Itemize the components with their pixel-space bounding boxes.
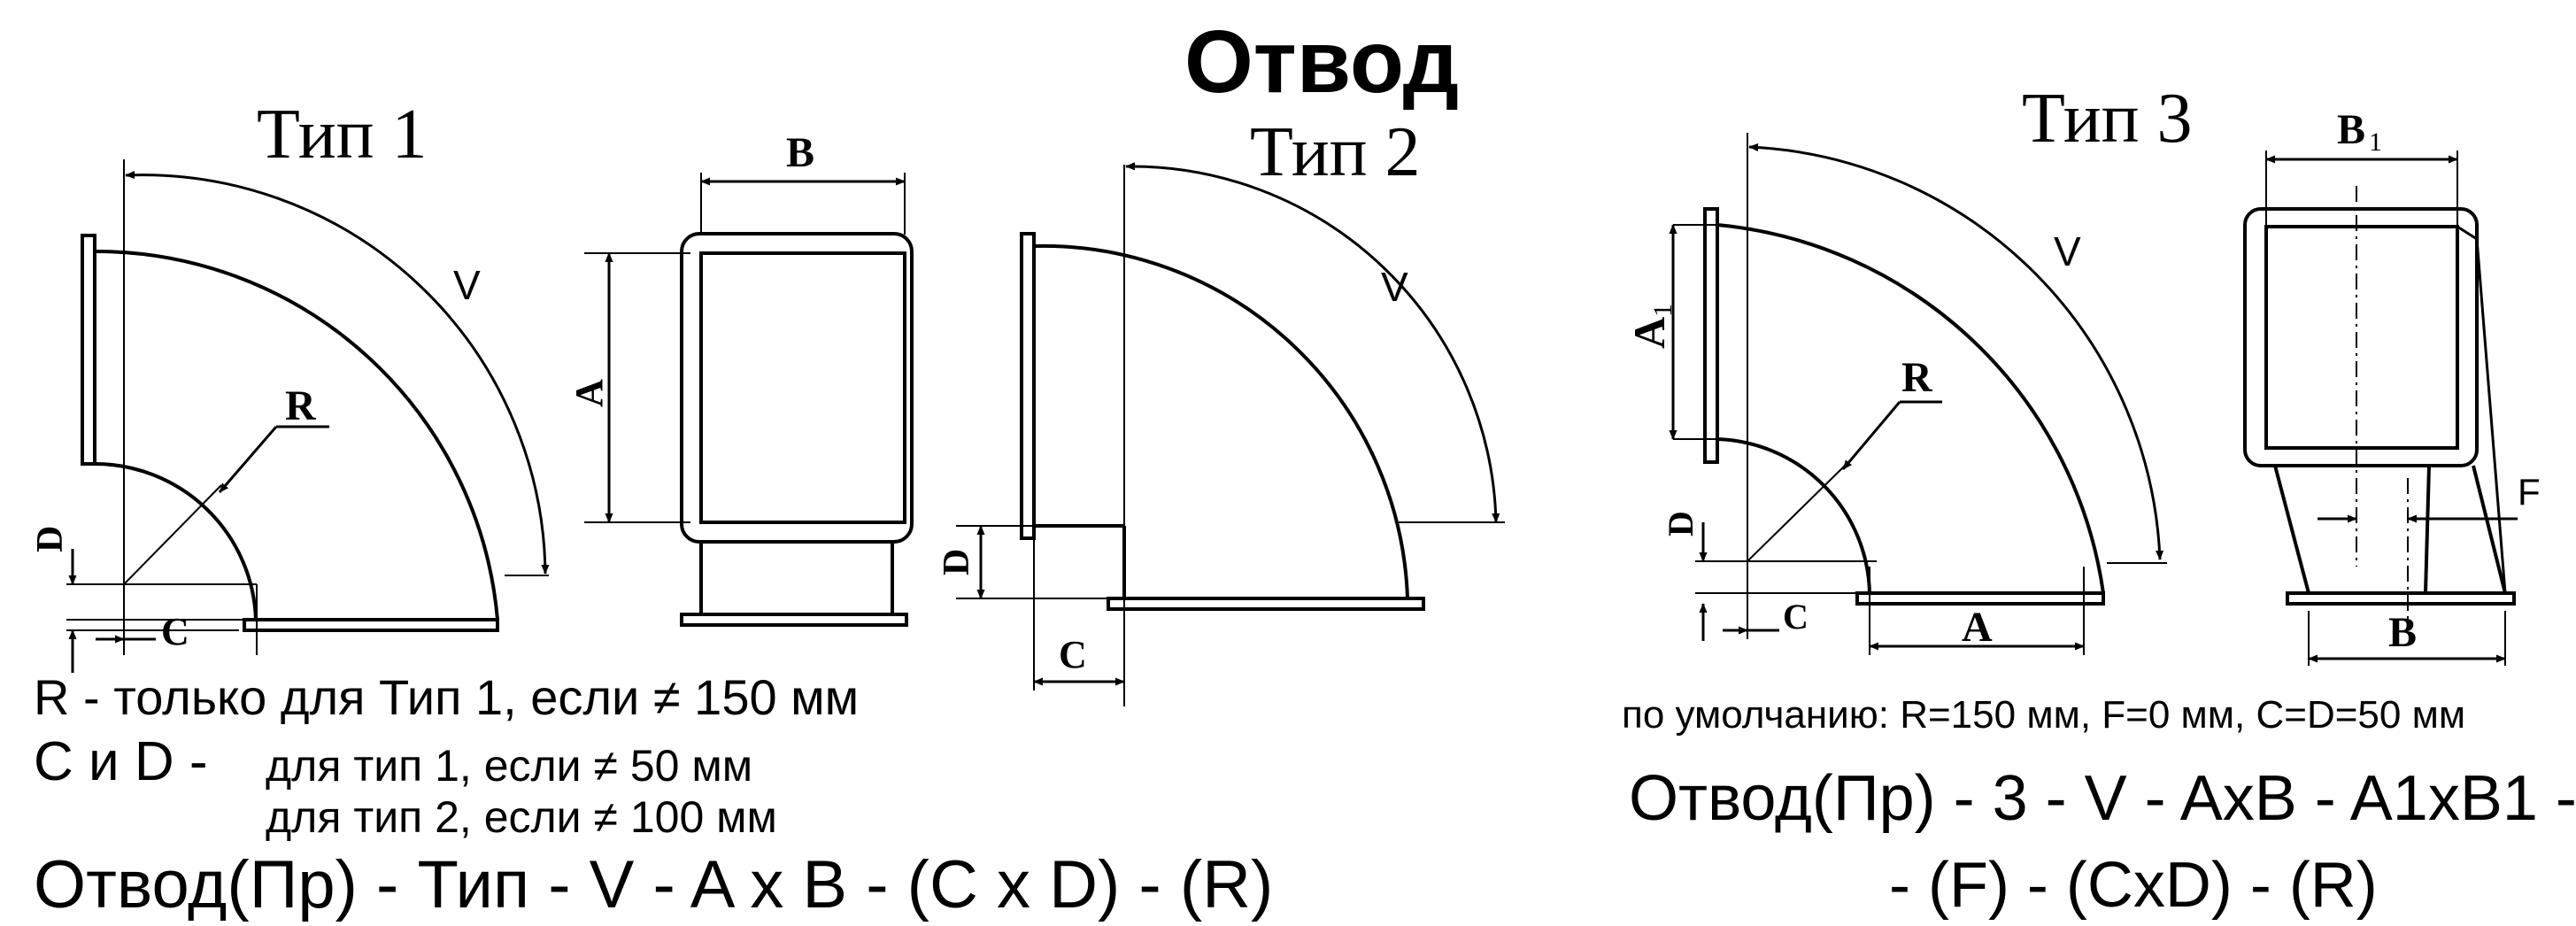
type1-label: Тип 1	[257, 96, 428, 174]
type3-b1-sub: 1	[2369, 127, 2382, 157]
order-formula-type1-2: Отвод(Пр) - Тип - V - A x B - (C x D) - …	[34, 847, 1274, 922]
page-title: Отвод	[1184, 12, 1460, 112]
order-formula-type3-line1: Отвод(Пр) - 3 - V - AxB - A1xB1 -	[1629, 763, 2576, 834]
type2-c-label: C	[1059, 633, 1087, 676]
note-r-type1: R - только для Тип 1, если ≠ 150 мм	[34, 669, 860, 725]
type3-label: Тип 3	[2022, 80, 2193, 158]
section-a-label: A	[567, 379, 611, 407]
type3-section: B 1 F B	[2243, 106, 2541, 666]
type3-b-label: B	[2388, 609, 2417, 656]
type3-d-label: D	[1661, 511, 1701, 536]
type3-drawing: Тип 3 V R D C A A	[1624, 80, 2193, 655]
type3-f-label: F	[2518, 471, 2541, 513]
note-cd-type1: для тип 1, если ≠ 50 мм	[266, 741, 753, 791]
order-formula-type3-line2: - (F) - (CxD) - (R)	[1889, 850, 2378, 921]
type3-r-label: R	[1901, 354, 1933, 401]
type3-a1-sub: 1	[1648, 304, 1677, 317]
type2-drawing: Тип 2 V D C	[937, 113, 1505, 706]
section-view: B A	[567, 129, 914, 627]
note-cd-prefix: C и D -	[34, 731, 208, 792]
type2-v-label: V	[1381, 264, 1408, 310]
type1-d-label: D	[30, 526, 71, 552]
type1-drawing: Тип 1 V R D C	[30, 96, 550, 673]
type3-c-label: C	[1783, 597, 1809, 637]
type2-label: Тип 2	[1250, 113, 1421, 191]
type3-a1-label: A	[1624, 317, 1674, 349]
section-b-label: B	[786, 129, 814, 176]
type3-b1-label: B	[2337, 106, 2365, 153]
type1-c-label: C	[161, 610, 189, 653]
type1-v-label: V	[453, 262, 481, 308]
type3-defaults: по умолчанию: R=150 мм, F=0 мм, C=D=50 м…	[1622, 693, 2466, 737]
type2-d-label: D	[937, 549, 977, 575]
type1-r-label: R	[285, 382, 317, 429]
type3-v-label: V	[2054, 228, 2081, 274]
type3-a-label: A	[1962, 604, 1993, 651]
note-cd-type2: для тип 2, если ≠ 100 мм	[266, 792, 777, 842]
